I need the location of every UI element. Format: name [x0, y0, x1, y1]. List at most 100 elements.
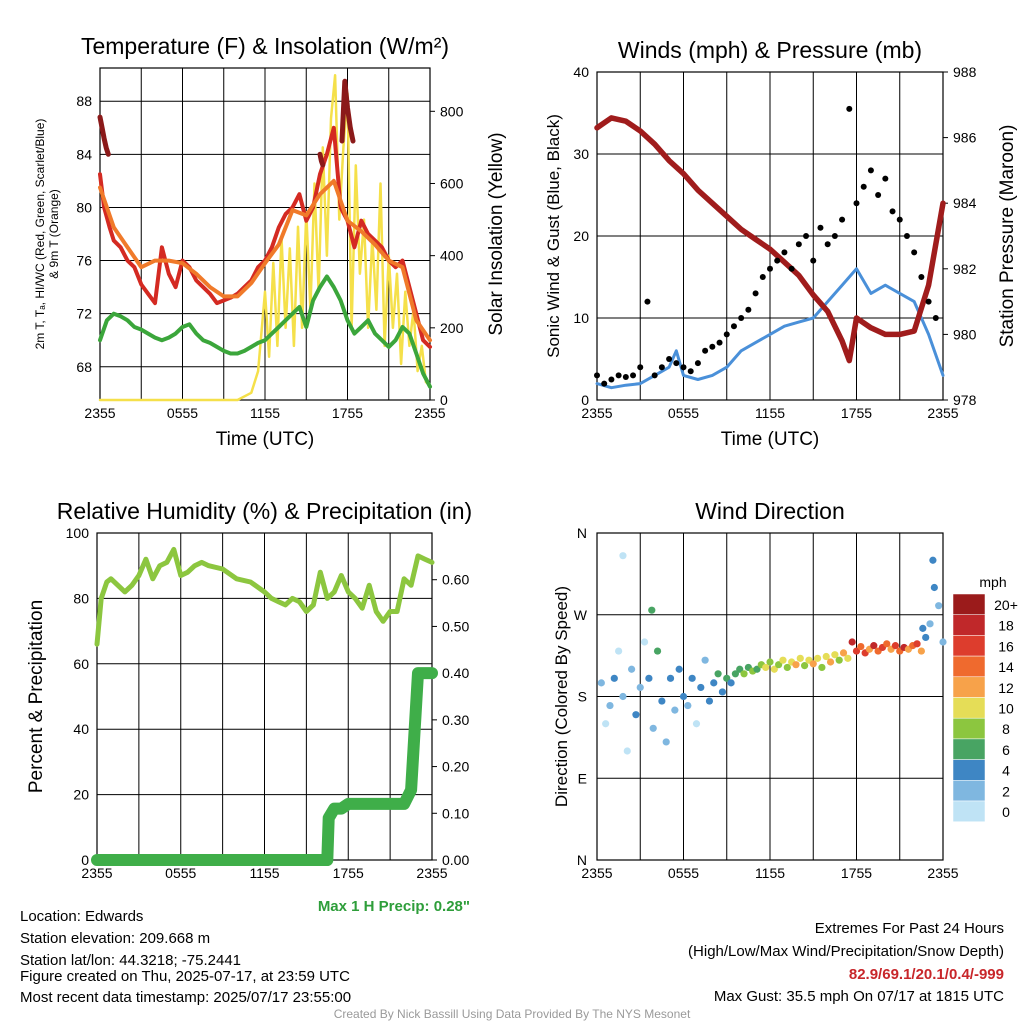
legend-label: 8 — [1002, 721, 1010, 737]
gust-point — [680, 364, 687, 371]
gust-point — [759, 274, 766, 280]
legend-swatch — [952, 655, 986, 678]
gust-point — [666, 356, 673, 362]
y-tick-label: N — [577, 852, 587, 868]
y-tick-label: W — [574, 607, 588, 623]
gust-point — [752, 290, 759, 297]
direction-point — [640, 638, 649, 646]
direction-point — [848, 638, 856, 646]
direction-point — [610, 674, 618, 682]
direction-point — [645, 674, 653, 682]
direction-point — [615, 647, 623, 655]
x-tick-label: 2355 — [416, 865, 447, 881]
x-tick-label: 2355 — [414, 405, 445, 421]
gust-point — [824, 241, 831, 248]
direction-point — [935, 602, 943, 610]
direction-point — [701, 656, 709, 664]
gust-point — [795, 241, 802, 248]
direction-point — [813, 654, 822, 662]
direction-point — [822, 652, 830, 661]
direction-point — [770, 665, 778, 673]
x-axis-label: Time (UTC) — [216, 429, 315, 450]
gust-point — [716, 339, 723, 346]
direction-point — [727, 679, 735, 687]
gust-point — [767, 265, 773, 272]
series-line-9m-t — [98, 178, 432, 343]
created-text: Figure created on Thu, 2025-07-17, at 23… — [20, 968, 350, 985]
direction-point — [930, 583, 938, 592]
direction-point — [602, 720, 610, 728]
y-axis-label: Sonic Wind & Gust (Blue, Black) — [544, 114, 563, 358]
credit-text: Created By Nick Bassill Using Data Provi… — [333, 1007, 691, 1021]
direction-point — [939, 638, 947, 646]
direction-point — [623, 747, 631, 755]
y2-tick-label: 200 — [440, 320, 464, 336]
direction-point — [619, 692, 627, 701]
gust-point — [911, 249, 918, 256]
location-text: Location: Edwards — [20, 908, 144, 925]
y2-tick-label: 0.40 — [442, 665, 469, 681]
y-tick-label: 76 — [76, 253, 92, 269]
gust-point — [803, 233, 810, 239]
legend-label: 14 — [998, 659, 1014, 675]
legend-swatch — [952, 593, 986, 615]
gust-point — [889, 208, 896, 215]
series-line-hi-wc — [339, 78, 356, 144]
y-tick-label: 30 — [573, 146, 589, 162]
y2-tick-label: 0.00 — [442, 852, 469, 868]
direction-point — [731, 670, 740, 678]
direction-point — [606, 701, 614, 710]
direction-point — [783, 663, 791, 672]
gust-point — [673, 360, 680, 367]
direction-point — [835, 656, 843, 664]
y2-tick-label: 0.50 — [442, 618, 469, 634]
y-tick-label: 10 — [573, 310, 589, 326]
direction-point — [679, 692, 688, 701]
y-tick-label: 40 — [573, 64, 589, 80]
direction-point — [740, 670, 748, 678]
direction-point — [883, 640, 891, 648]
x-tick-label: 2355 — [581, 865, 612, 881]
y-axis-label: Percent & Precipitation — [26, 600, 47, 793]
gust-point — [702, 347, 709, 354]
direction-point — [775, 661, 783, 669]
gust-point — [723, 331, 730, 338]
direction-point — [648, 606, 656, 614]
extremes-values: 82.9/69.1/20.1/0.4/-999 — [848, 966, 1004, 983]
direction-point — [801, 662, 809, 670]
gust-point — [709, 343, 716, 350]
extremes-legend: (High/Low/Max Wind/Precipitation/Snow De… — [688, 943, 1004, 960]
x-tick-label: 0555 — [668, 405, 699, 421]
y-tick-label: 84 — [76, 146, 92, 162]
direction-point — [688, 674, 696, 682]
plot-border — [99, 67, 431, 401]
chart-title: Relative Humidity (%) & Precipitation (i… — [57, 498, 472, 524]
x-tick-label: 2355 — [581, 405, 612, 421]
recent-data-text: Most recent data timestamp: 2025/07/17 2… — [20, 989, 352, 1006]
winds-plot: 2355 0555 1155 1755 2355 Winds (mph) & Pressu… — [544, 37, 1018, 450]
y-tick-label: 40 — [73, 721, 89, 737]
y-tick-label: 20 — [573, 228, 589, 244]
series-line-solar-insolation — [98, 73, 432, 402]
direction-point — [818, 663, 826, 672]
legend-label: 0 — [1002, 804, 1010, 820]
direction-point — [632, 711, 640, 719]
series-line-relative-humidity — [94, 546, 435, 647]
series-line-station-pressure — [594, 115, 946, 364]
gust-point — [738, 315, 745, 321]
y-tick-label: 88 — [76, 93, 92, 109]
y-tick-label: 72 — [76, 306, 92, 322]
y2-tick-label: 982 — [953, 261, 977, 277]
gust-point — [839, 216, 846, 223]
direction-point — [831, 651, 839, 659]
y2-tick-label: 0.30 — [442, 712, 469, 728]
direction-point — [926, 620, 934, 628]
gust-point — [658, 364, 665, 371]
y2-tick-label: 0 — [440, 392, 448, 408]
legend-swatch — [952, 717, 986, 740]
series-line-hi-wc — [97, 114, 111, 157]
series-line-t- — [98, 274, 432, 389]
gust-point — [810, 257, 817, 264]
latlon-text: Station lat/lon: 44.3218; -75.2441 — [20, 952, 242, 969]
direction-point — [649, 724, 657, 732]
